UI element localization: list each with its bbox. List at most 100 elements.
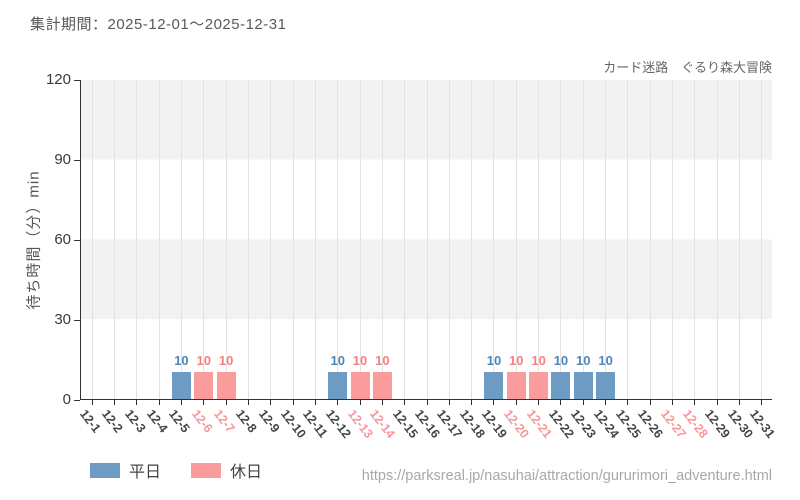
legend-swatch	[191, 462, 222, 478]
x-axis-tick	[203, 399, 205, 405]
gridline	[247, 80, 249, 399]
bar	[529, 372, 549, 399]
legend-swatch	[90, 462, 120, 478]
legend-item: 休日	[191, 458, 262, 482]
gridline	[426, 80, 428, 399]
legend-label: 平日	[129, 464, 162, 481]
x-axis-tick	[649, 399, 651, 405]
gridline	[739, 80, 741, 399]
gridline	[448, 80, 450, 399]
gridline	[292, 80, 294, 399]
gridline	[136, 80, 138, 399]
y-tick-label: 90	[54, 151, 71, 168]
x-axis-tick	[292, 399, 294, 405]
bar-value-label: 10	[553, 353, 569, 369]
y-axis-tick	[74, 399, 80, 401]
x-axis-tick	[672, 399, 674, 405]
x-tick-label: 12-2	[99, 407, 126, 436]
x-tick-label: 12-5	[166, 407, 193, 436]
bar-value-label: 10	[196, 353, 211, 369]
bar-value-label: 10	[218, 353, 234, 369]
gridline	[694, 80, 696, 399]
bar	[350, 372, 370, 399]
gridline	[627, 80, 629, 399]
bar	[551, 372, 571, 399]
x-axis-tick	[515, 399, 517, 405]
x-axis-tick	[337, 399, 339, 405]
bar-value-label: 10	[352, 353, 368, 369]
x-axis-tick	[426, 399, 428, 405]
x-axis-tick	[404, 399, 406, 405]
bar	[328, 372, 348, 399]
x-axis-tick	[247, 399, 249, 405]
x-axis-tick	[359, 399, 361, 405]
bar	[596, 372, 616, 399]
x-axis-tick	[136, 399, 138, 405]
gridline	[605, 80, 607, 399]
plot-area: 12-1 12-2 12-3 12-4 12-5 12-6 12-7 12-8 12-9 12-1…	[46, 71, 778, 441]
legend-item: 平日	[90, 458, 161, 482]
y-axis-tick	[74, 319, 80, 321]
gridline	[471, 80, 473, 399]
x-tick-label: 12-9	[255, 407, 283, 436]
x-axis-tick	[694, 399, 696, 405]
gridline	[359, 80, 361, 399]
bar	[484, 372, 504, 399]
x-axis-tick	[560, 399, 562, 405]
gridline	[91, 80, 93, 399]
x-tick-label: 12-6	[188, 407, 216, 436]
gridline	[404, 80, 406, 399]
bar	[171, 372, 191, 399]
x-axis-tick	[716, 399, 718, 405]
source-url: https://parksreal.jp/nasuhai/attraction/…	[361, 468, 772, 484]
x-axis-tick	[91, 399, 93, 405]
x-axis-tick	[627, 399, 629, 405]
y-axis-tick	[74, 239, 80, 241]
y-tick-label: 30	[54, 311, 71, 328]
bar-value-label: 10	[330, 353, 345, 369]
legend-label: 休日	[230, 464, 263, 481]
x-axis-tick	[270, 399, 272, 405]
gridline	[270, 80, 272, 399]
gridline	[158, 80, 160, 399]
y-axis-tick	[74, 79, 80, 81]
y-tick-label: 120	[45, 71, 71, 88]
bar	[573, 372, 593, 399]
gridline	[538, 80, 540, 399]
gridline	[761, 80, 763, 399]
bar-value-label: 10	[598, 353, 613, 369]
gridline	[493, 80, 495, 399]
y-axis-tick	[74, 159, 80, 161]
gridline	[649, 80, 651, 399]
x-axis-tick	[538, 399, 540, 405]
gridline	[180, 80, 182, 399]
bar-value-label: 10	[531, 353, 546, 369]
x-tick-label: 12-8	[233, 407, 260, 436]
gridline	[716, 80, 718, 399]
x-axis-tick	[113, 399, 115, 405]
bar	[372, 372, 392, 399]
x-tick-label: 12-7	[211, 407, 238, 436]
x-tick-label: 12-3	[121, 407, 149, 436]
x-tick-label: 12-31	[746, 407, 778, 441]
gridline	[314, 80, 316, 399]
x-axis-tick	[448, 399, 450, 405]
x-axis-tick	[761, 399, 763, 405]
gridline	[113, 80, 115, 399]
bar-value-label: 10	[509, 353, 524, 369]
y-tick-label: 60	[54, 231, 71, 248]
x-axis-tick	[381, 399, 383, 405]
x-axis-tick	[314, 399, 316, 405]
x-axis-tick	[739, 399, 741, 405]
bar-value-label: 10	[486, 353, 502, 369]
x-axis-tick	[582, 399, 584, 405]
x-tick-label: 12-4	[144, 407, 171, 436]
aggregation-period-label: 集計期間：2025-12-01～2025-12-31	[30, 16, 287, 33]
gridline	[381, 80, 383, 399]
x-axis-tick	[180, 399, 182, 405]
bar-value-label: 10	[174, 353, 189, 369]
bar-value-label: 10	[576, 353, 591, 369]
x-axis-tick	[225, 399, 227, 405]
bar	[194, 372, 214, 399]
chart-title: カード迷路 ぐるり森大冒険	[603, 60, 772, 75]
